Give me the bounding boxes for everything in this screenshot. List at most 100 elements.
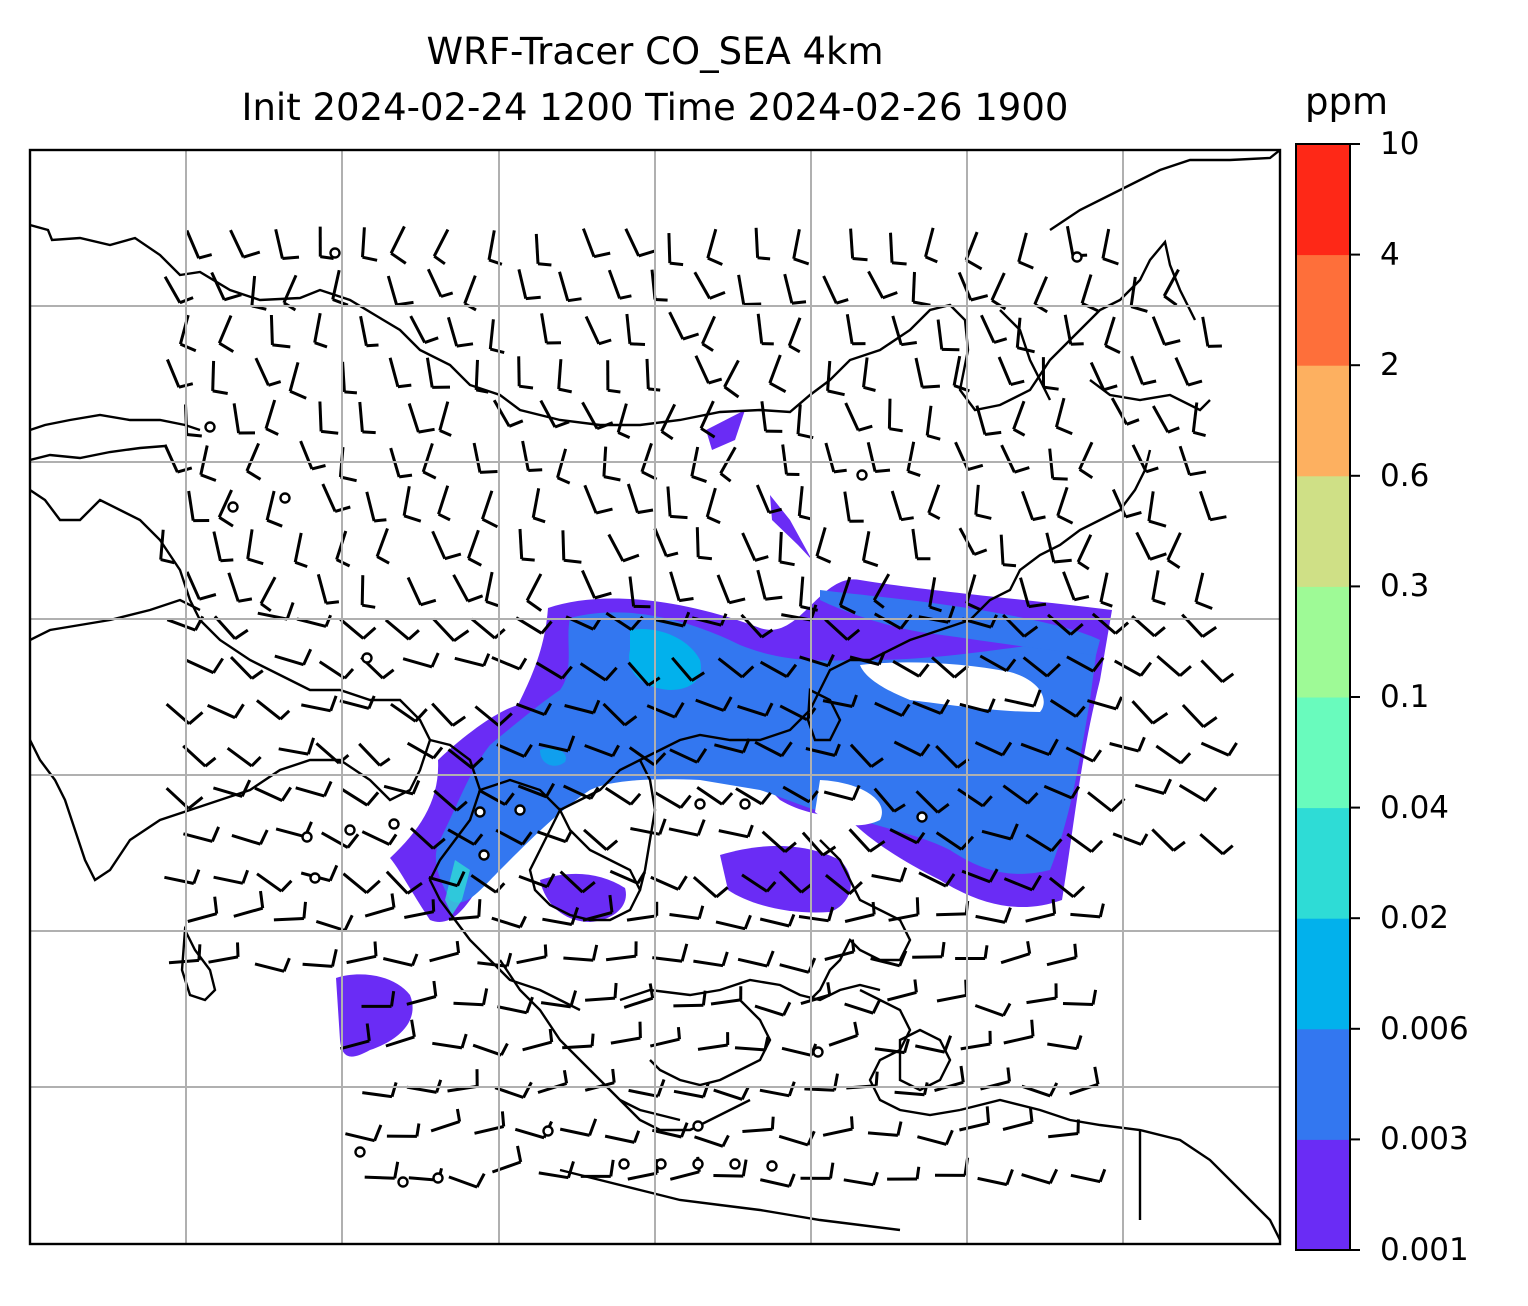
wind-barb-feather (839, 604, 856, 615)
wind-barb-feather (516, 1145, 523, 1163)
wind-barb-feather (1139, 833, 1149, 846)
wind-barb-staff (293, 532, 303, 563)
wind-barb-feather (826, 654, 835, 667)
wind-barb-staff (891, 315, 903, 346)
wind-barb-feather (247, 557, 264, 566)
wind-barb-feather (1048, 1168, 1059, 1184)
wind-barb-feather (917, 663, 930, 678)
colorbar-swatch (1296, 365, 1350, 477)
wind-barb-staff (342, 872, 368, 894)
wind-barb-staff (534, 233, 540, 264)
wind-barb-staff (226, 746, 253, 768)
wind-barb-staff (474, 359, 479, 390)
wind-barb-staff (778, 870, 803, 894)
wind-barb-staff (463, 275, 477, 305)
wind-barb-feather (320, 255, 334, 260)
wind-barb-feather (481, 517, 499, 529)
wind-barb-feather (456, 870, 466, 887)
wind-barb-feather (543, 702, 553, 716)
wind-barb-staff (159, 529, 165, 560)
wind-barb-feather (403, 514, 422, 523)
wind-barb-staff (1002, 784, 1029, 805)
wind-barb-staff (935, 745, 959, 769)
wind-barb-feather (220, 558, 234, 563)
wind-barb-feather (282, 255, 300, 260)
wind-barb-feather (899, 613, 913, 630)
wind-barb-staff (867, 270, 885, 299)
wind-barb-staff (316, 573, 328, 604)
wind-barb-staff (893, 740, 922, 757)
wind-barb-staff (491, 656, 521, 671)
wind-barb-staff (666, 486, 672, 517)
wind-barb-staff (822, 699, 853, 708)
wind-barb-staff (870, 957, 901, 968)
wind-barb-staff (484, 571, 494, 602)
wind-barb-staff (742, 1127, 773, 1133)
wind-barb-staff (540, 313, 548, 344)
wind-barb-feather (853, 1021, 859, 1036)
wind-barb-feather (596, 421, 614, 431)
wind-barb-staff (346, 954, 377, 965)
map-subtitle: Init 2024-02-24 1200 Time 2024-02-26 190… (241, 86, 1069, 129)
wind-barb-feather (424, 336, 439, 345)
wind-barb-staff (824, 618, 849, 641)
calm-wind-marker (227, 501, 239, 513)
wind-barb-feather (779, 560, 795, 567)
wind-barb-feather (653, 752, 667, 766)
wind-barb-feather (923, 1082, 929, 1096)
wind-barb-feather (632, 1130, 641, 1143)
calm-wind-marker (344, 824, 356, 836)
wind-barb-feather (928, 511, 941, 521)
wind-barb-staff (759, 1088, 790, 1098)
wind-barb-staff (1166, 532, 1182, 561)
wind-barb-staff (888, 913, 919, 922)
map-title: WRF-Tracer CO_SEA 4km (426, 30, 884, 73)
wind-barb-feather (302, 648, 313, 666)
wind-barb-staff (959, 1121, 989, 1132)
wind-barb-staff (843, 1178, 874, 1187)
wind-barb-feather (1167, 426, 1180, 434)
wind-barb-feather (965, 258, 983, 271)
wind-barb-feather (519, 384, 534, 390)
wind-barb-feather (519, 915, 527, 928)
calm-wind-marker (618, 1158, 630, 1170)
wind-barb-feather (617, 431, 631, 439)
wind-barb-staff (871, 874, 902, 883)
wind-barb-staff (779, 704, 808, 722)
wind-barb-feather (561, 665, 573, 680)
wind-barb-staff (999, 534, 1005, 565)
wind-barb-staff (557, 359, 563, 390)
wind-barb-feather (179, 342, 197, 353)
wind-barb-staff (954, 441, 970, 471)
wind-barb-feather (470, 756, 484, 770)
wind-barb-feather (240, 779, 252, 798)
wind-barb-staff (477, 961, 508, 968)
wind-barb-staff (273, 917, 304, 922)
calm-wind-marker (361, 652, 373, 664)
wind-barb-feather (393, 1161, 400, 1179)
wind-barb-feather (1139, 661, 1152, 677)
calm-wind-marker (692, 1120, 704, 1132)
wind-barb-feather (554, 420, 570, 429)
wind-barb-feather (204, 756, 217, 768)
wind-barb-staff (1017, 232, 1028, 263)
wind-barb-staff (562, 784, 592, 801)
wind-barb-feather (306, 737, 316, 755)
wind-barb-feather (835, 298, 849, 305)
calm-wind-marker (856, 469, 868, 481)
wind-barb-staff (1130, 355, 1144, 385)
wind-barb-staff (447, 748, 473, 770)
wind-barb-feather (581, 881, 596, 894)
wind-barb-staff (556, 448, 568, 479)
wind-barb-staff (178, 314, 190, 345)
wind-barb-feather (970, 294, 989, 302)
wind-barb-staff (212, 531, 222, 562)
wind-barb-staff (1151, 828, 1175, 852)
wind-barb-feather (743, 302, 762, 306)
wind-barb-staff (315, 919, 346, 932)
calm-wind-marker (812, 1046, 824, 1058)
wind-barb-feather (1090, 839, 1104, 853)
wind-barb-staff (213, 615, 237, 640)
wind-barb-feather (567, 297, 582, 303)
